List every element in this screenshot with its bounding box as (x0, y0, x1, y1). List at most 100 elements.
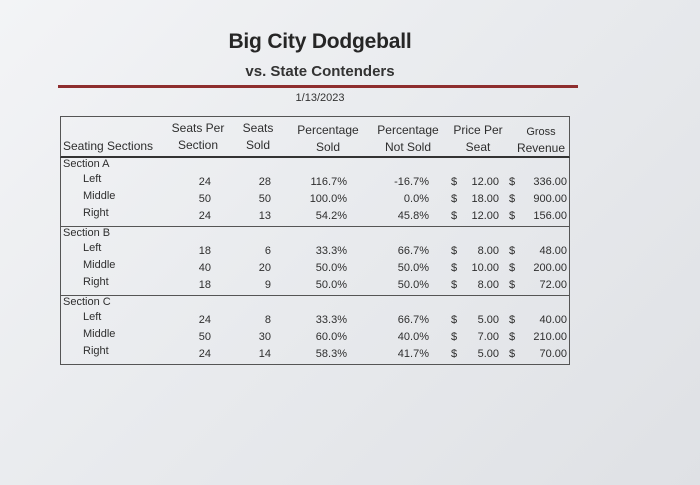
table-cell-dollar2: $ (509, 331, 516, 343)
table-cell-notsold: 45.8% (397, 210, 429, 222)
table-cell-gross: 72.00 (539, 279, 567, 291)
table-cell-price: 12.00 (471, 176, 499, 188)
table-cell-pct: 50.0% (315, 262, 347, 274)
table-cell-pct: 50.0% (315, 279, 347, 291)
header-price-line1: Price Per (453, 123, 503, 137)
table-cell-dollar1: $ (451, 193, 458, 205)
table-cell-label: Left (83, 173, 102, 185)
table-cell-gross: 70.00 (539, 348, 567, 360)
header-seats-per-line2: Section (177, 138, 219, 152)
table-cell-sold: 50 (258, 193, 271, 205)
table-header: Seating Sections Seats Per Section Seats… (60, 116, 570, 158)
header-pct-not-sold-line1: Percentage (377, 123, 439, 137)
table-cell-pct: 54.2% (315, 210, 347, 222)
section-block: Section B Left 18 6 33.3% 66.7% $8.00 $48.00 Mid… (60, 227, 570, 296)
table-cell-per: 50 (198, 331, 211, 343)
table-cell-price: 18.00 (471, 193, 499, 205)
table-cell-dollar1: $ (451, 314, 458, 326)
table-cell-pct: 100.0% (309, 193, 347, 205)
table-cell-label: Middle (83, 328, 116, 340)
table-cell-dollar2: $ (509, 210, 516, 222)
table-cell-notsold: -16.7% (394, 176, 429, 188)
table-cell-per: 40 (198, 262, 211, 274)
table-cell-notsold: 50.0% (397, 262, 429, 274)
table-cell-pct: 33.3% (315, 245, 347, 257)
table-cell-pct: 60.0% (315, 331, 347, 343)
header-gross-line1: Gross (526, 126, 556, 138)
table-cell-dollar1: $ (451, 262, 458, 274)
table-cell-dollar1: $ (451, 348, 458, 360)
table-cell-per: 24 (198, 176, 211, 188)
table-cell-notsold: 40.0% (397, 331, 429, 343)
table-cell-notsold: 66.7% (397, 245, 429, 257)
table-cell-gross: 900.00 (533, 193, 567, 205)
table-cell-label: Middle (83, 190, 116, 202)
table-cell-price: 8.00 (477, 245, 499, 257)
table-cell-price: 7.00 (477, 331, 499, 343)
header-seats-per-line1: Seats Per (171, 121, 225, 135)
table-cell-label: Middle (83, 259, 116, 271)
table-cell-price: 10.00 (471, 262, 499, 274)
table-cell-notsold: 66.7% (397, 314, 429, 326)
table-cell-gross: 40.00 (539, 314, 567, 326)
seating-table: Seating Sections Seats Per Section Seats… (60, 116, 570, 366)
table-cell-sold: 13 (258, 210, 271, 222)
table-cell-label: Left (83, 311, 102, 323)
table-cell-sold: 8 (264, 314, 271, 326)
header-gross-line2: Revenue (516, 141, 566, 155)
section-block: Section C Left 24 8 33.3% 66.7% $5.00 $40.00 Mid… (60, 296, 570, 365)
table-cell-dollar1: $ (451, 210, 458, 222)
table-cell-pct: 116.7% (310, 176, 348, 188)
table-cell-dollar1: $ (451, 279, 458, 291)
table-cell-gross: 210.00 (533, 331, 567, 343)
table-cell-sold: 28 (258, 176, 271, 188)
table-cell-label: Right (83, 345, 109, 357)
table-cell-sold: 20 (258, 262, 271, 274)
table-cell-gross: 200.00 (533, 262, 567, 274)
table-cell-dollar1: $ (451, 331, 458, 343)
table-cell-sold: 9 (264, 279, 271, 291)
table-cell-per: 24 (198, 210, 211, 222)
table-cell-per: 18 (198, 279, 211, 291)
section-block: Section A Left 24 28 116.7% -16.7% $12.00 $336.… (60, 158, 570, 227)
section-title: Section C (63, 296, 111, 308)
table-cell-dollar1: $ (451, 176, 458, 188)
table-cell-sold: 14 (258, 348, 271, 360)
table-cell-dollar2: $ (509, 193, 516, 205)
table-cell-pct: 58.3% (315, 348, 347, 360)
table-cell-per: 50 (198, 193, 211, 205)
header-price-line2: Seat (465, 140, 491, 154)
event-date: 1/13/2023 (295, 92, 345, 104)
header-pct-sold-line2: Sold (315, 140, 341, 154)
table-cell-pct: 33.3% (315, 314, 347, 326)
header-pct-not-sold-line2: Not Sold (384, 140, 432, 154)
table-cell-dollar1: $ (451, 245, 458, 257)
page-title: Big City Dodgeball (228, 30, 412, 53)
table-cell-notsold: 50.0% (397, 279, 429, 291)
table-cell-per: 18 (198, 245, 211, 257)
table-cell-price: 8.00 (477, 279, 499, 291)
header-seating-sections: Seating Sections (63, 139, 154, 153)
table-cell-price: 12.00 (471, 210, 499, 222)
section-title: Section B (63, 227, 111, 239)
table-cell-dollar2: $ (509, 176, 516, 188)
section-title: Section A (63, 158, 110, 170)
table-cell-label: Left (83, 242, 102, 254)
table-cell-dollar2: $ (509, 279, 516, 291)
table-cell-dollar2: $ (509, 314, 516, 326)
table-cell-dollar2: $ (509, 245, 516, 257)
table-cell-price: 5.00 (477, 314, 499, 326)
header-seats-sold-line2: Sold (245, 138, 271, 152)
table-cell-per: 24 (198, 348, 211, 360)
table-cell-label: Right (83, 207, 109, 219)
table-cell-per: 24 (198, 314, 211, 326)
table-cell-dollar2: $ (509, 348, 516, 360)
table-cell-dollar2: $ (509, 262, 516, 274)
header-pct-sold-line1: Percentage (297, 123, 359, 137)
table-cell-gross: 336.00 (533, 176, 567, 188)
table-cell-notsold: 41.7% (397, 348, 429, 360)
table-cell-label: Right (83, 276, 109, 288)
table-cell-sold: 30 (258, 331, 271, 343)
title-underline (58, 85, 578, 88)
